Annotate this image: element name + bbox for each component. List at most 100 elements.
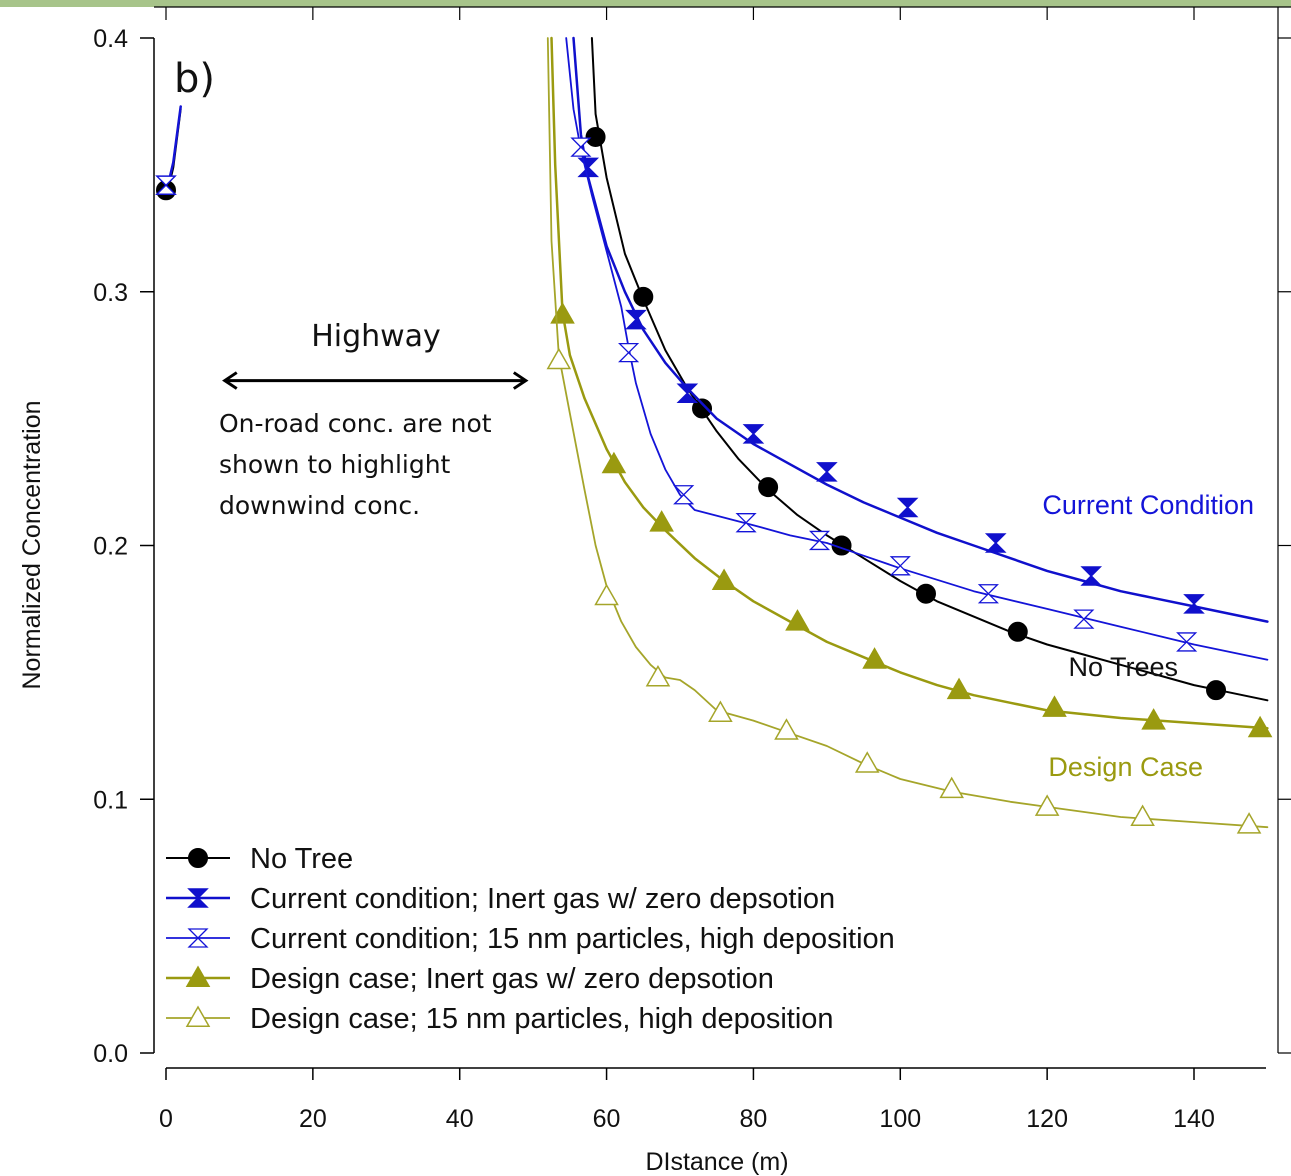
data-point (785, 609, 810, 631)
data-point (1141, 708, 1166, 730)
y-tick-label: 0.3 (93, 279, 128, 307)
legend-item: Design case; Inert gas w/ zero depsotion (166, 963, 774, 995)
series-1 (156, 37, 1269, 702)
y-tick-label: 0.2 (93, 533, 128, 561)
x-axis-ticks: 0 20 40 60 80 100 120 140 (159, 7, 1215, 1133)
data-point (1183, 594, 1205, 614)
data-point (758, 477, 779, 498)
series-3 (155, 37, 1269, 661)
data-point (1176, 632, 1198, 652)
legend-marker (188, 848, 208, 868)
data-point (673, 485, 695, 505)
x-tick-label: 80 (740, 1105, 768, 1133)
series-line (572, 36, 1269, 623)
y-axis-title: Normalized Concentration (18, 400, 46, 689)
series-line (550, 36, 1269, 730)
data-point (1247, 715, 1273, 738)
data-point (594, 583, 619, 606)
x-tick-label: 0 (159, 1105, 173, 1133)
x-tick-label: 20 (299, 1105, 327, 1133)
arrow-head-right (512, 371, 529, 390)
y-tick-label: 0.4 (93, 25, 128, 53)
legend-item: Current condition; 15 nm particles, high… (166, 923, 895, 955)
data-point (896, 497, 919, 518)
data-point (808, 530, 831, 551)
note-line-2: shown to highlight (219, 450, 451, 479)
x-axis-title: DIstance (m) (645, 1148, 788, 1176)
x-tick-label: 120 (1026, 1105, 1068, 1133)
data-point (633, 286, 654, 307)
data-point (570, 137, 592, 157)
data-point (774, 718, 799, 740)
data-point (939, 776, 964, 799)
data-point (708, 700, 733, 722)
series-line (546, 37, 1269, 829)
data-point (676, 383, 699, 403)
legend: No Tree Current condition; Inert gas w/ z… (166, 843, 895, 1035)
legend-item: Current condition; Inert gas w/ zero dep… (166, 883, 835, 915)
data-point (1206, 680, 1227, 701)
legend-marker (185, 965, 211, 987)
data-point (1130, 804, 1155, 827)
series-line (165, 105, 182, 187)
data-point (645, 664, 671, 687)
data-point (618, 343, 640, 363)
note-line-1: On-road conc. are not (219, 409, 492, 438)
legend-label: Current condition; 15 nm particles, high… (250, 923, 895, 955)
current-condition-label: Current Condition (1042, 490, 1254, 520)
data-point (735, 513, 757, 533)
no-trees-label: No Trees (1068, 652, 1178, 682)
legend-marker (187, 928, 209, 948)
data-point (984, 533, 1007, 553)
legend-marker (185, 1005, 211, 1027)
data-point (1007, 621, 1028, 642)
note-line-3: downwind conc. (219, 491, 420, 520)
y-tick-label: 0.0 (93, 1040, 128, 1068)
highway-label: Highway (311, 319, 441, 354)
series-5 (546, 37, 1269, 834)
highway-arrow (222, 371, 529, 390)
series-4 (550, 36, 1273, 738)
design-case-label: Design Case (1048, 752, 1203, 782)
data-point (649, 510, 674, 532)
data-point (977, 584, 999, 604)
y-axis-ticks: 0.0 0.1 0.2 0.3 0.4 (93, 25, 1291, 1068)
legend-label: Design case; Inert gas w/ zero depsotion (250, 963, 774, 995)
panel-label: b) (174, 56, 215, 102)
top-accent-band (0, 0, 1291, 7)
data-point (862, 647, 887, 669)
data-point (1042, 695, 1067, 717)
x-tick-label: 140 (1173, 1105, 1215, 1133)
data-point (742, 424, 765, 444)
legend-marker (187, 888, 209, 908)
legend-label: Design case; 15 nm particles, high depos… (250, 1003, 834, 1035)
data-point (915, 583, 936, 604)
x-tick-label: 60 (593, 1105, 621, 1133)
y-tick-label: 0.1 (93, 786, 128, 814)
legend-label: No Tree (250, 843, 353, 875)
data-point (155, 175, 177, 195)
data-point (1034, 794, 1060, 816)
data-point (1080, 566, 1103, 586)
data-point (816, 462, 838, 482)
data-point (946, 677, 972, 700)
data-point (625, 309, 647, 330)
data-point (577, 157, 600, 178)
legend-label: Current condition; Inert gas w/ zero dep… (250, 883, 835, 915)
series-line (565, 37, 1269, 661)
data-point (692, 398, 713, 419)
series-layer (155, 36, 1273, 834)
data-point (546, 347, 572, 370)
legend-item: No Tree (166, 843, 353, 875)
data-point (601, 451, 627, 474)
data-point (889, 556, 911, 576)
data-point (711, 568, 737, 591)
legend-item: Design case; 15 nm particles, high depos… (166, 1003, 834, 1035)
data-point (585, 126, 606, 147)
data-point (854, 751, 880, 773)
data-point (1236, 812, 1262, 834)
arrow-head-left (222, 371, 238, 390)
x-tick-label: 40 (446, 1105, 474, 1133)
data-point (1073, 609, 1095, 629)
